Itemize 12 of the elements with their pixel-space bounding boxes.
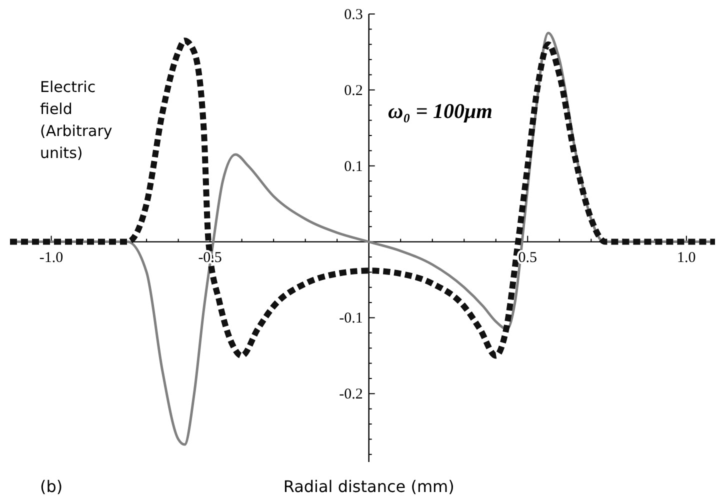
y-tick-label: -0.1: [339, 310, 363, 327]
y-tick-label: 0.3: [344, 7, 363, 23]
x-tick-label: 0.5: [518, 250, 538, 266]
y-tick-label: 0.1: [344, 158, 363, 175]
y-tick-label: 0.2: [344, 82, 363, 99]
x-tick-label: -1.0: [39, 250, 64, 266]
annotation: ω₀ = 100μm: [388, 99, 492, 123]
text: (b): [40, 477, 63, 496]
x-axis-title: Radial distance (mm): [283, 477, 454, 496]
x-tick-label: 1.0: [677, 250, 696, 266]
y-tick-label: -0.2: [339, 386, 363, 403]
y-axis-title: Electric field (Arbitrary units): [40, 78, 112, 162]
